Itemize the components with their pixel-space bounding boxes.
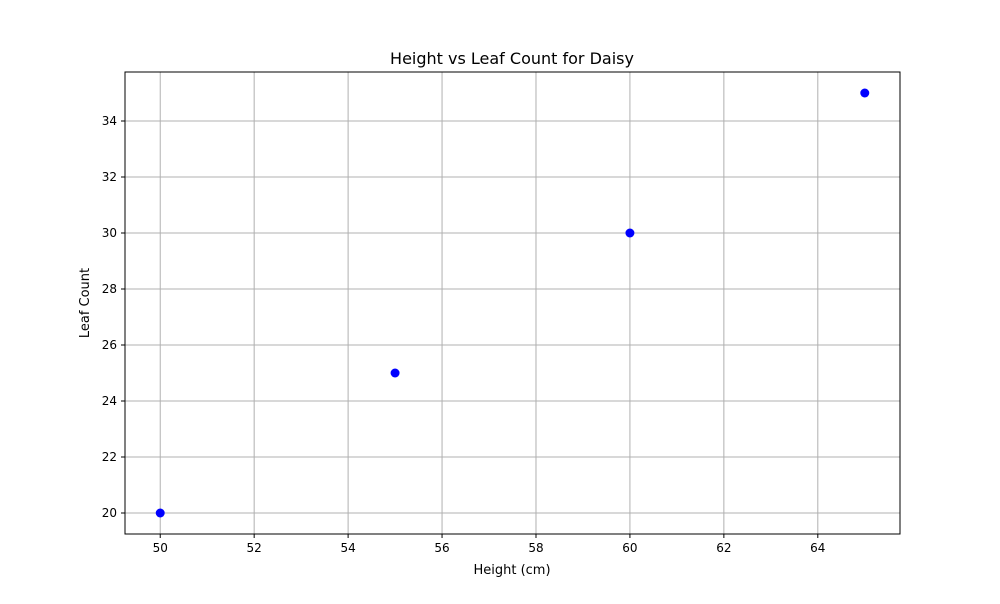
grid xyxy=(125,72,900,534)
data-points xyxy=(155,88,870,518)
y-axis-ticks: 20 22 24 26 28 30 32 34 xyxy=(102,114,125,520)
x-tick-label: 64 xyxy=(810,541,825,555)
x-tick-label: 58 xyxy=(528,541,543,555)
chart-title: Height vs Leaf Count for Daisy xyxy=(390,49,634,68)
x-tick-label: 54 xyxy=(340,541,355,555)
y-tick-label: 20 xyxy=(102,506,117,520)
y-tick-label: 32 xyxy=(102,170,117,184)
x-tick-label: 50 xyxy=(153,541,168,555)
x-tick-label: 56 xyxy=(434,541,449,555)
data-point xyxy=(860,88,870,98)
x-tick-label: 62 xyxy=(716,541,731,555)
x-axis-ticks: 50 52 54 56 58 60 62 64 xyxy=(153,534,825,555)
y-axis-label: Leaf Count xyxy=(78,268,93,338)
plot-area-frame xyxy=(124,71,901,535)
x-axis-label: Height (cm) xyxy=(473,563,550,578)
data-point xyxy=(625,228,635,238)
y-tick-label: 34 xyxy=(102,114,117,128)
y-tick-label: 22 xyxy=(102,450,117,464)
y-tick-label: 24 xyxy=(102,394,117,408)
data-point xyxy=(390,368,400,378)
x-tick-label: 52 xyxy=(247,541,262,555)
data-point xyxy=(155,508,165,518)
y-tick-label: 28 xyxy=(102,282,117,296)
x-tick-label: 60 xyxy=(622,541,637,555)
y-tick-label: 26 xyxy=(102,338,117,352)
y-tick-label: 30 xyxy=(102,226,117,240)
